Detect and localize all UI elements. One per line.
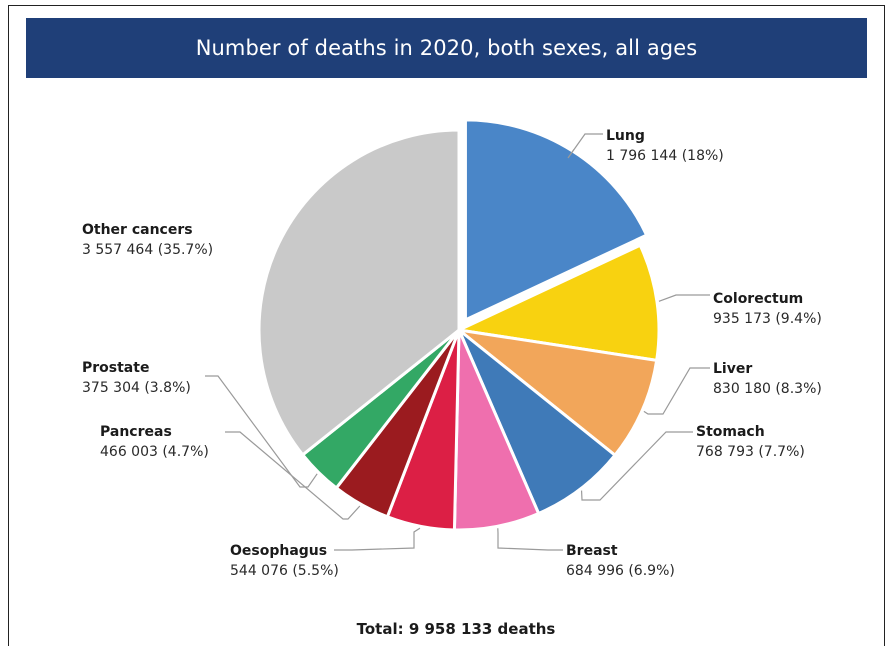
chart-title-bar: Number of deaths in 2020, both sexes, al… <box>26 18 867 78</box>
slice-label-name: Pancreas <box>100 424 172 440</box>
leader-line-lung <box>567 133 603 159</box>
total-label: Total: 9 958 133 deaths <box>357 620 556 638</box>
pie-slice-stomach <box>457 328 617 515</box>
pie-slice-liver <box>457 328 659 457</box>
slice-label-name: Breast <box>566 543 618 559</box>
chart-title: Number of deaths in 2020, both sexes, al… <box>195 36 698 60</box>
slice-label-value: 1 796 144 (18%) <box>606 148 724 164</box>
slice-label-value: 466 003 (4.7%) <box>100 444 209 460</box>
chart-frame <box>8 5 885 646</box>
leader-line-prostate <box>205 375 318 488</box>
slice-labels: Lung 1 796 144 (18%) Colorectum 935 173 (9.… <box>82 128 822 579</box>
leader-line-breast <box>497 528 563 551</box>
leader-line-oesophagus <box>334 527 421 551</box>
slice-label-name: Liver <box>713 361 752 377</box>
slice-label-name: Oesophagus <box>230 543 327 559</box>
slice-label-value: 935 173 (9.4%) <box>713 311 822 327</box>
slice-label-name: Stomach <box>696 424 765 440</box>
slice-label-name: Other cancers <box>82 222 193 238</box>
slice-label-value: 3 557 464 (35.7%) <box>82 242 213 258</box>
slice-label-name: Prostate <box>82 360 149 376</box>
pie-slice-other-cancers <box>257 128 461 457</box>
leader-line-pancreas <box>225 431 361 520</box>
slice-label-name: Colorectum <box>713 291 803 307</box>
pie-slice-colorectum <box>457 243 661 362</box>
leader-lines <box>205 133 710 551</box>
slice-label-value: 768 793 (7.7%) <box>696 444 805 460</box>
leader-line-liver <box>643 367 710 415</box>
pie-slices <box>257 118 661 532</box>
slice-label-value: 830 180 (8.3%) <box>713 381 822 397</box>
slice-label-value: 684 996 (6.9%) <box>566 563 675 579</box>
leader-line-stomach <box>580 431 693 501</box>
leader-line-colorectum <box>658 294 710 302</box>
slice-label-value: 375 304 (3.8%) <box>82 380 191 396</box>
slice-label-name: Lung <box>606 128 645 144</box>
slice-label-value: 544 076 (5.5%) <box>230 563 339 579</box>
